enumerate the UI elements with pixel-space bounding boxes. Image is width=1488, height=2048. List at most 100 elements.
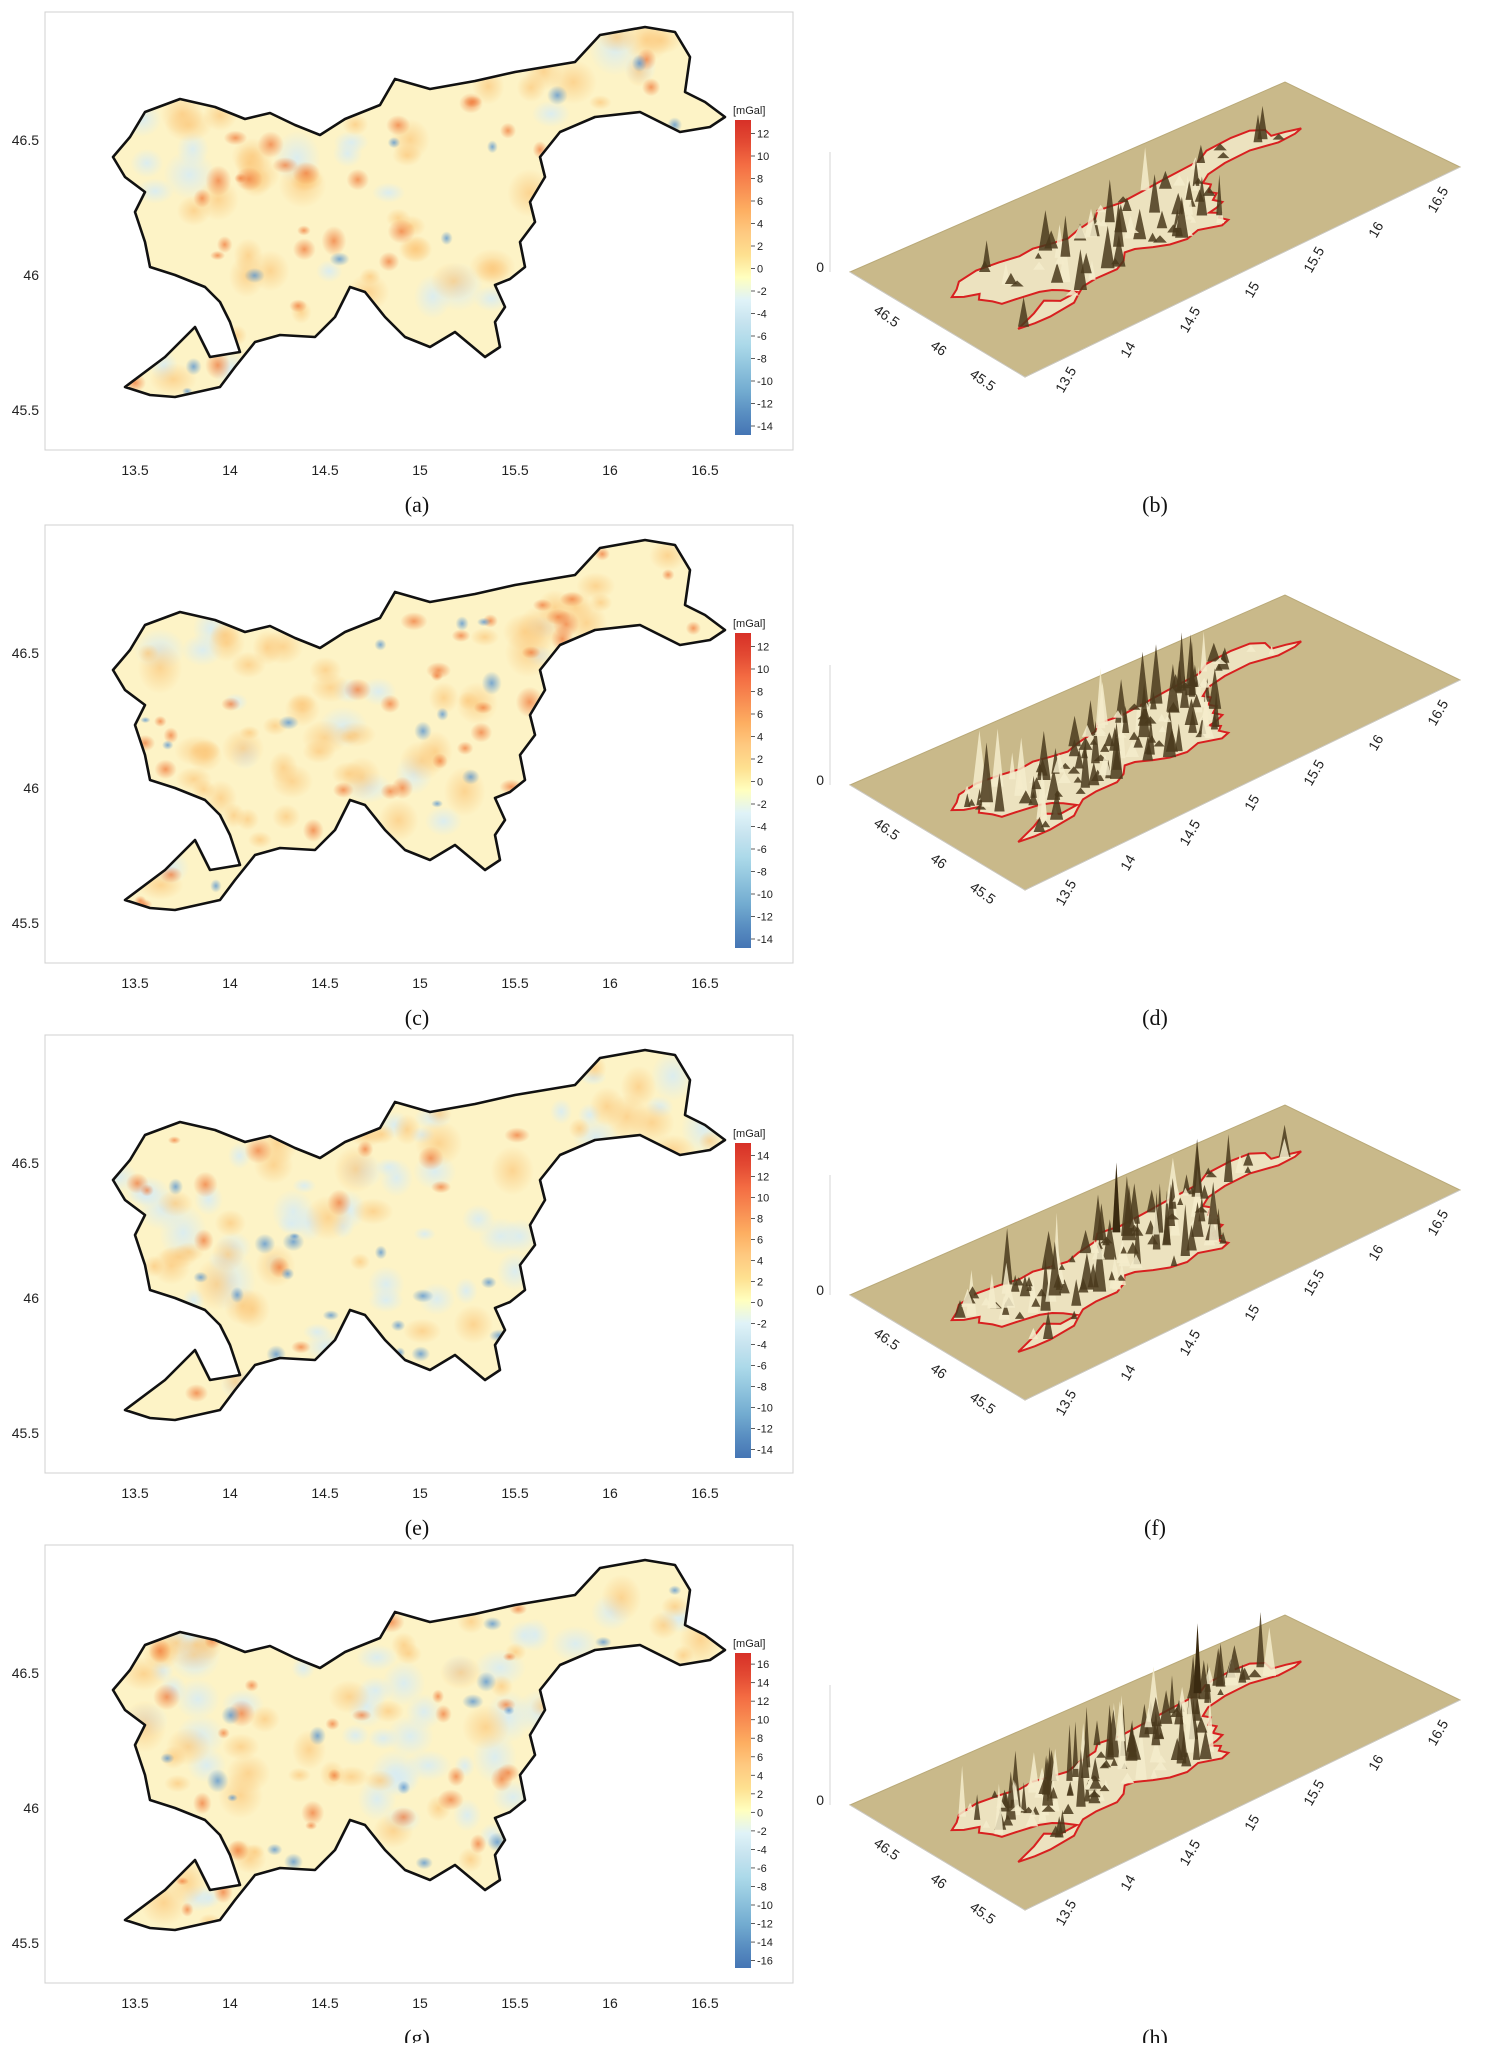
- anomaly-blob: [468, 248, 516, 286]
- surface-peak: [1098, 754, 1112, 776]
- surface-peak: [1084, 1781, 1091, 1802]
- anomaly-blob: [447, 1766, 466, 1787]
- lon-tick-label: 14: [1117, 1872, 1139, 1894]
- anomaly-blob: [217, 1772, 263, 1819]
- anomaly-blob: [193, 1171, 218, 1198]
- anomaly-blob: [435, 1704, 452, 1724]
- colorbar: [735, 120, 751, 435]
- surface-peak: [1070, 1310, 1078, 1320]
- lat-tick-label: 46.5: [871, 302, 903, 331]
- surface-peak: [1088, 761, 1100, 786]
- anomaly-blob: [244, 267, 265, 284]
- lon-tick-label: 15: [1241, 1812, 1263, 1834]
- anomaly-blob: [346, 168, 370, 191]
- surface-peak: [1188, 641, 1196, 697]
- anomaly-blob: [480, 1276, 497, 1289]
- surface-peak: [1091, 1757, 1100, 1779]
- anomaly-blob: [648, 1611, 679, 1640]
- surface-peak: [1217, 1688, 1224, 1695]
- surface-peak: [961, 1288, 974, 1307]
- colorbar-tick-label: -2: [757, 799, 767, 811]
- anomaly-blob: [254, 1233, 276, 1255]
- lon-tick-label: 16.5: [1424, 184, 1452, 216]
- surface-peak: [1170, 1204, 1180, 1236]
- surface-peak: [1180, 1730, 1188, 1758]
- anomaly-blob: [364, 1770, 396, 1792]
- surface-peak: [1127, 1241, 1139, 1254]
- x-tick-label: 13.5: [121, 462, 148, 478]
- anomaly-blob: [454, 1277, 478, 1305]
- surface-peak: [1137, 713, 1150, 720]
- surface-country: [949, 127, 1302, 330]
- anomaly-blob: [221, 1705, 241, 1725]
- colorbar: [735, 633, 751, 948]
- anomaly-blob: [462, 1694, 484, 1709]
- x-tick-label: 15: [412, 975, 428, 991]
- surface-peak: [1205, 1171, 1217, 1178]
- colorbar-tick-label: 10: [757, 664, 769, 676]
- anomaly-blob: [162, 740, 174, 750]
- anomaly-blob: [392, 144, 423, 167]
- anomaly-blob: [278, 715, 299, 730]
- colorbar-tick-label: -8: [757, 1881, 767, 1893]
- anomaly-blob: [332, 782, 354, 798]
- surface-peak: [1096, 1751, 1106, 1758]
- surface-peak: [1066, 1724, 1073, 1781]
- colorbar-tick-label: 0: [757, 264, 763, 276]
- surface-peak: [1069, 1255, 1076, 1263]
- anomaly-blob: [437, 1789, 465, 1811]
- surface-peak: [1084, 208, 1098, 238]
- surface-peak: [1207, 642, 1221, 662]
- surface-peak: [1195, 1716, 1208, 1733]
- surface-peak: [1034, 252, 1042, 259]
- colorbar-tick-label: 6: [757, 709, 763, 721]
- surface-peak: [1153, 1720, 1165, 1740]
- panel-caption: (f): [1144, 1515, 1166, 1540]
- anomaly-blob: [451, 629, 471, 643]
- surface-peak: [1052, 753, 1065, 773]
- colorbar-tick-label: -8: [757, 354, 767, 366]
- surface-peak: [1046, 767, 1061, 800]
- surface-peak: [1135, 1724, 1147, 1780]
- colorbar-tick-label: -10: [757, 1900, 773, 1912]
- surface-peak: [1020, 1782, 1027, 1813]
- anomaly-blob: [462, 1704, 510, 1750]
- surface-peak: [1192, 1723, 1201, 1760]
- surface-peak: [1038, 1796, 1047, 1822]
- surface-peak: [1041, 1804, 1056, 1812]
- colorbar-unit: [mGal]: [733, 105, 765, 117]
- x-tick-label: 16.5: [691, 975, 718, 991]
- surface-peak: [1120, 1246, 1127, 1254]
- surface-peak: [1060, 215, 1071, 257]
- surface-peak: [1205, 1698, 1214, 1752]
- surface-peak: [1196, 176, 1208, 216]
- anomaly-blob: [431, 1689, 445, 1704]
- anomaly-blob: [181, 1902, 194, 1917]
- anomaly-blob: [504, 1127, 530, 1143]
- map-fill: [113, 27, 725, 397]
- surface-peak: [1081, 724, 1093, 737]
- surface-peak: [1149, 644, 1163, 704]
- surface-peak: [966, 1802, 974, 1810]
- surface-peaks: [954, 1124, 1291, 1340]
- anomaly-blob: [287, 1767, 311, 1783]
- surface-peak: [1035, 763, 1044, 773]
- surface-peak: [1147, 1235, 1159, 1245]
- anomaly-blob: [372, 182, 406, 203]
- surface-peak: [1196, 144, 1206, 163]
- surface-peak: [1183, 1692, 1197, 1753]
- anomaly-blob: [453, 1304, 494, 1344]
- surface-peak: [1188, 710, 1197, 733]
- surface-peak: [1112, 1162, 1121, 1233]
- anomaly-blob: [414, 721, 432, 741]
- map-panel: 13.5 14 14.5 15 15.5 16 16.546.54645.5[mGal]12…: [12, 524, 794, 1030]
- surface-peak: [1212, 658, 1227, 664]
- surface-peak: [979, 742, 994, 803]
- colorbar-tick-label: -12: [757, 1424, 773, 1436]
- anomaly-blob: [210, 250, 226, 261]
- x-tick-label: 14.5: [311, 462, 338, 478]
- anomaly-blob: [235, 808, 260, 831]
- surface-peak: [1162, 1214, 1171, 1246]
- surface-peak: [1058, 1263, 1066, 1270]
- anomaly-blob: [378, 251, 400, 272]
